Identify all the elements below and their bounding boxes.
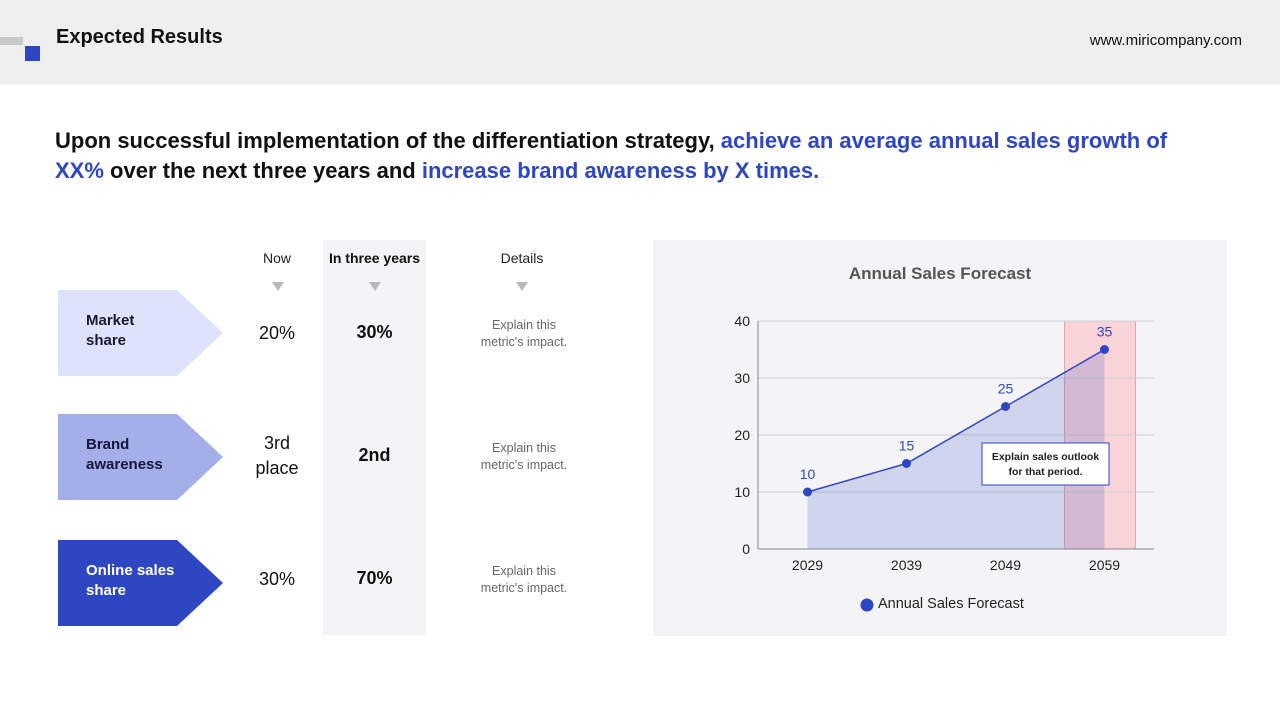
logo-grey-bar bbox=[0, 37, 23, 45]
y-tick-label: 30 bbox=[734, 370, 750, 386]
data-point bbox=[902, 459, 911, 468]
data-point bbox=[1001, 402, 1010, 411]
annotation-box bbox=[981, 442, 1110, 486]
y-tick-label: 20 bbox=[734, 427, 750, 443]
detail-text: Explain this metric's impact. bbox=[480, 318, 568, 349]
now-value: 20% bbox=[258, 323, 296, 343]
legend-label: Annual Sales Forecast bbox=[878, 596, 1024, 612]
row-label-text: Brand awareness bbox=[86, 436, 163, 473]
row-label-text: Market share bbox=[86, 312, 135, 349]
future-value: 2nd bbox=[358, 445, 391, 465]
y-tick-label: 0 bbox=[742, 541, 750, 557]
data-label: 15 bbox=[899, 438, 915, 454]
future-value: 30% bbox=[356, 322, 393, 342]
down-triangle-icon bbox=[516, 282, 528, 291]
row-label-brand-awareness: Brand awareness bbox=[58, 414, 223, 500]
detail-text: Explain this metric's impact. bbox=[480, 564, 568, 595]
data-label: 10 bbox=[800, 466, 816, 482]
column-header-now: Now bbox=[262, 250, 291, 266]
data-label: 35 bbox=[1097, 324, 1113, 340]
series-area bbox=[807, 349, 1105, 549]
legend-marker bbox=[860, 598, 874, 612]
data-point bbox=[803, 487, 812, 497]
x-tick-label: 2049 bbox=[990, 557, 1021, 573]
row-label-market-share: Market share bbox=[58, 290, 223, 376]
site-url: www.miricompany.com bbox=[1089, 32, 1242, 49]
series-line bbox=[807, 348, 1105, 493]
headline-highlight-2: increase brand awareness by X times. bbox=[421, 158, 820, 183]
row-label-online-sales-share: Online sales share bbox=[58, 540, 223, 626]
x-tick-label: 2029 bbox=[792, 557, 823, 573]
data-point bbox=[1100, 345, 1109, 354]
y-tick-label: 10 bbox=[734, 484, 750, 500]
page-title: Expected Results bbox=[56, 26, 223, 48]
sales-forecast-chart: Annual Sales Forecast 0 10 20 30 40 10 15 25 35 20… bbox=[734, 264, 1154, 612]
annotation-text: Explain sales outlook bbox=[992, 451, 1100, 463]
column-header-future: In three years bbox=[328, 250, 421, 266]
down-triangle-icon bbox=[272, 282, 284, 291]
detail-text: Explain this metric's impact. bbox=[480, 441, 568, 472]
row-label-text: Online sales share bbox=[86, 562, 175, 599]
x-tick-label: 2039 bbox=[891, 557, 922, 573]
chart-title: Annual Sales Forecast bbox=[849, 264, 1032, 283]
annotation-text: for that period. bbox=[1008, 466, 1082, 478]
logo-blue-square bbox=[25, 46, 40, 61]
header-bar: Expected Results www.miricompany.com bbox=[0, 0, 1280, 85]
x-tick-label: 2059 bbox=[1089, 557, 1120, 573]
now-value: 3rd place bbox=[255, 433, 299, 478]
column-header-details: Details bbox=[500, 250, 544, 266]
headline: Upon successful implementation of the di… bbox=[55, 126, 1175, 186]
y-tick-label: 40 bbox=[734, 313, 750, 329]
future-column-highlight bbox=[323, 240, 426, 635]
headline-text-1: Upon successful implementation of the di… bbox=[55, 128, 721, 153]
future-value: 70% bbox=[356, 568, 393, 588]
data-label: 25 bbox=[998, 381, 1014, 397]
down-triangle-icon bbox=[369, 282, 381, 291]
now-value: 30% bbox=[258, 569, 296, 589]
headline-text-2: over the next three years and bbox=[103, 158, 422, 183]
headline-highlight-1: achieve an average annual sales growth o… bbox=[55, 128, 1168, 183]
